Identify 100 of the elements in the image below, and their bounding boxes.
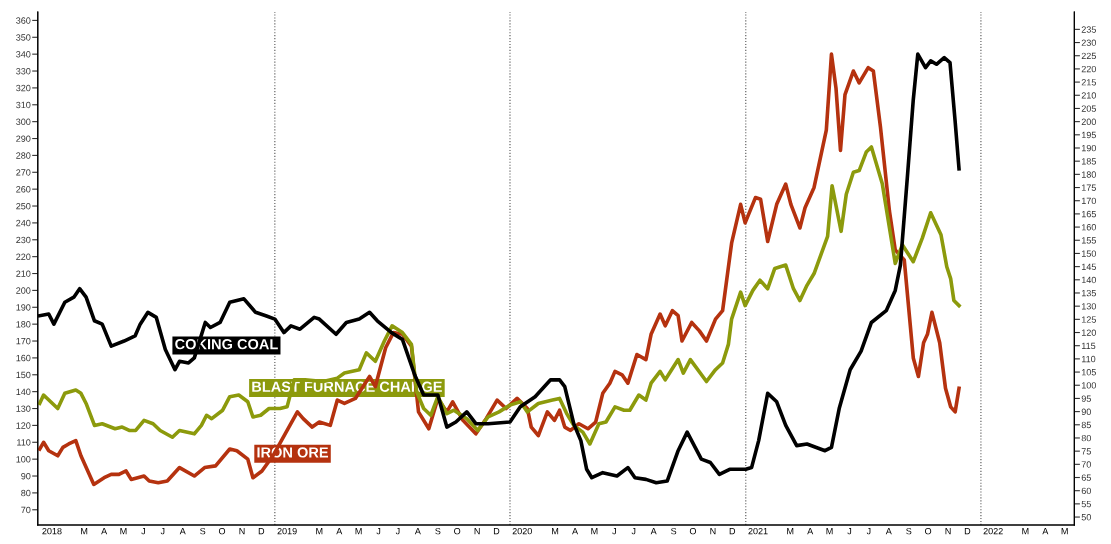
y-tick-label: 150 — [16, 371, 31, 379]
y-tick-label: 180 — [16, 321, 31, 328]
y-tick-label: 280 — [16, 152, 31, 159]
x-tick-label: J — [141, 528, 146, 535]
y2-tick-label: 105 — [1081, 369, 1096, 376]
x-tick-label: O — [218, 527, 226, 535]
x-tick-label: J — [631, 528, 636, 535]
x-tick-label: 2018 — [42, 527, 62, 535]
y2-tick-label: 160 — [1081, 224, 1096, 231]
x-tick-label: D — [964, 528, 971, 535]
x-tick-label: O — [689, 527, 697, 535]
line-series — [37, 145, 961, 446]
y-tick-label: 130 — [16, 405, 31, 412]
y-tick-label: 290 — [16, 135, 31, 142]
x-tick-label: A — [1042, 528, 1049, 535]
x-tick-label: A — [336, 528, 343, 535]
x-tick-label: M — [316, 528, 323, 535]
y2-tick-label: 170 — [1081, 197, 1096, 205]
x-tick-label: M — [787, 528, 794, 535]
y2-tick-label: 50 — [1081, 514, 1091, 521]
x-tick-label: D — [729, 528, 736, 535]
y-tick-label: 320 — [16, 84, 31, 92]
y2-tick-label: 155 — [1081, 237, 1096, 244]
x-tick-label: 2020 — [512, 527, 532, 535]
y-tick-label: 340 — [16, 51, 31, 58]
y-tick-label: 330 — [16, 68, 31, 75]
y2-tick-label: 75 — [1081, 448, 1091, 455]
y-tick-label: 200 — [16, 287, 31, 294]
y2-tick-label: 70 — [1081, 461, 1091, 468]
x-tick-label: 2021 — [748, 527, 768, 535]
y2-tick-label: 200 — [1081, 118, 1096, 125]
y-tick-label: 230 — [16, 236, 31, 244]
x-tick-label: N — [474, 528, 480, 535]
y2-tick-label: 195 — [1081, 131, 1096, 139]
y2-tick-label: 90 — [1081, 408, 1091, 415]
y-tick-label: 350 — [16, 34, 31, 41]
y-tick-label: 300 — [16, 118, 31, 126]
y-tick-label: 260 — [16, 186, 31, 193]
x-tick-label: A — [179, 528, 186, 535]
x-tick-label: S — [671, 527, 677, 535]
y-tick-label: 270 — [16, 169, 31, 176]
y2-tick-label: 235 — [1081, 26, 1096, 33]
x-tick-label: J — [847, 528, 852, 535]
y2-tick-label: 135 — [1081, 289, 1096, 297]
y2-tick-label: 85 — [1081, 421, 1091, 429]
y-tick-label: 220 — [16, 253, 31, 261]
x-tick-label: N — [710, 528, 716, 535]
y2-tick-label: 115 — [1081, 342, 1096, 350]
y2-tick-label: 185 — [1081, 158, 1096, 165]
y-tick-label: 170 — [16, 337, 31, 345]
y-tick-label: 360 — [16, 17, 31, 24]
y-tick-label: 160 — [16, 354, 31, 362]
y-tick-label: 140 — [16, 388, 31, 396]
y2-tick-label: 80 — [1081, 434, 1091, 442]
y-tick-label: 210 — [16, 270, 31, 277]
y2-tick-label: 140 — [1081, 276, 1096, 284]
x-tick-label: A — [807, 528, 814, 535]
y-tick-label: 90 — [21, 472, 31, 480]
x-tick-label: M — [120, 528, 127, 535]
x-tick-label: D — [258, 528, 265, 535]
y2-tick-label: 205 — [1081, 105, 1096, 112]
x-tick-label: 2022 — [983, 527, 1003, 535]
x-tick-label: O — [925, 527, 932, 535]
x-tick-label: J — [160, 528, 165, 535]
x-tick-label: A — [101, 528, 108, 535]
y-tick-label: 190 — [16, 304, 31, 311]
x-tick-label: A — [885, 528, 892, 535]
y2-tick-label: 65 — [1081, 474, 1091, 481]
y-tick-label: 80 — [21, 489, 31, 497]
y2-tick-label: 130 — [1081, 303, 1096, 310]
y2-tick-label: 125 — [1081, 316, 1096, 323]
x-tick-label: M — [1022, 528, 1029, 535]
y-tick-label: 120 — [16, 422, 31, 429]
y2-tick-label: 100 — [1081, 382, 1096, 389]
x-tick-label: M — [81, 528, 88, 535]
x-tick-label: M — [826, 528, 833, 535]
y-tick-label: 240 — [16, 219, 31, 227]
x-tick-label: N — [239, 528, 245, 535]
y2-tick-label: 165 — [1081, 210, 1096, 218]
y2-tick-label: 120 — [1081, 329, 1096, 336]
y2-tick-label: 110 — [1081, 355, 1096, 363]
x-tick-label: J — [395, 528, 400, 535]
y2-tick-label: 150 — [1081, 250, 1096, 257]
x-tick-label: A — [414, 528, 421, 535]
x-tick-label: M — [1061, 528, 1068, 535]
x-tick-label: D — [493, 528, 500, 535]
y-tick-label: 110 — [17, 439, 31, 446]
y2-tick-label: 180 — [1081, 171, 1096, 178]
x-tick-label: N — [945, 528, 951, 535]
y2-tick-label: 60 — [1081, 487, 1091, 495]
y-tick-label: 100 — [16, 456, 31, 463]
y-tick-label: 310 — [16, 101, 31, 109]
x-tick-label: 2019 — [277, 527, 297, 535]
y2-tick-label: 220 — [1081, 65, 1096, 73]
y2-tick-label: 95 — [1081, 395, 1091, 402]
y2-tick-label: 145 — [1081, 263, 1096, 270]
x-tick-label: A — [572, 528, 579, 535]
x-tick-label: J — [612, 528, 616, 535]
y2-tick-label: 175 — [1081, 184, 1096, 191]
x-tick-label: J — [376, 528, 381, 535]
